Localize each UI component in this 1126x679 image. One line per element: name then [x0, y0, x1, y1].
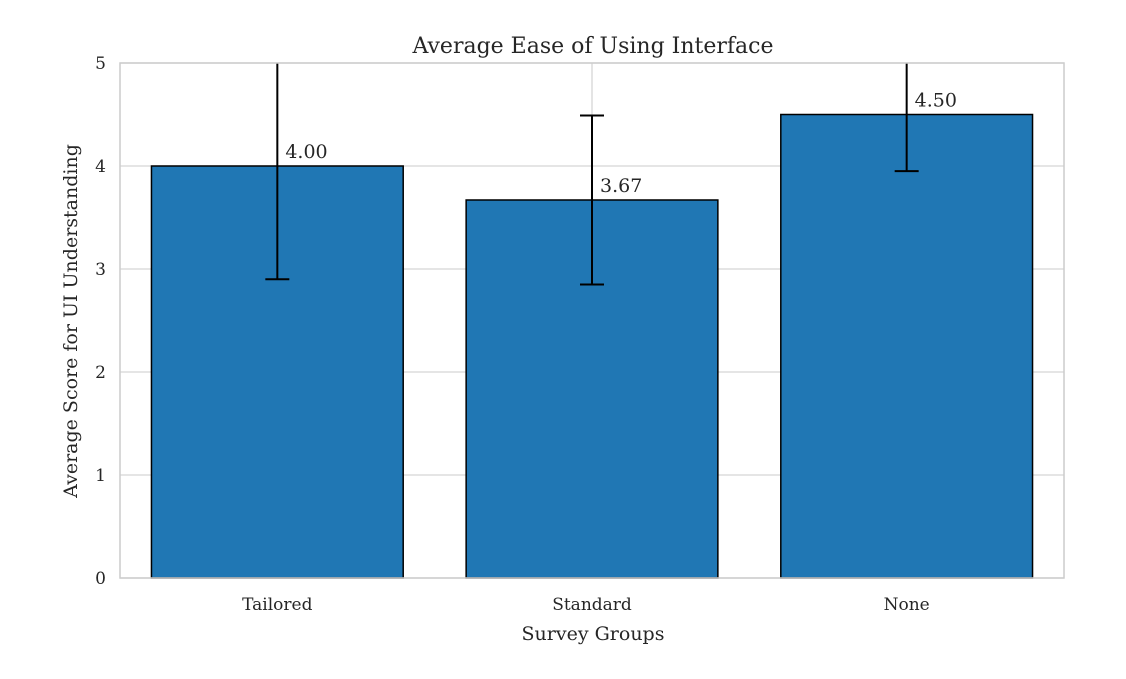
- y-tick-label: 0: [95, 569, 106, 589]
- y-tick-label: 3: [95, 260, 106, 280]
- y-tick-label: 5: [95, 54, 106, 74]
- y-axis-label: Average Score for UI Understanding: [60, 144, 82, 499]
- x-tick-label: None: [884, 595, 930, 615]
- chart-title: Average Ease of Using Interface: [412, 34, 774, 59]
- plot-frame: [119, 62, 1065, 579]
- y-tick-label: 1: [95, 466, 106, 486]
- x-tick-label: Standard: [552, 595, 632, 615]
- x-axis-label: Survey Groups: [522, 623, 665, 645]
- error-bars: [265, 63, 919, 286]
- tick-labels: 0 1 2 3 4 5 Tailored Standard None: [95, 54, 930, 615]
- data-labels: 4.00 3.67 4.50: [285, 90, 957, 197]
- data-label-none: 4.50: [915, 90, 957, 112]
- x-tick-label: Tailored: [242, 595, 312, 615]
- y-tick-label: 2: [95, 363, 106, 383]
- data-label-tailored: 4.00: [285, 141, 327, 163]
- data-label-standard: 3.67: [600, 175, 642, 197]
- y-tick-label: 4: [95, 157, 106, 177]
- bar-none: [780, 113, 1034, 579]
